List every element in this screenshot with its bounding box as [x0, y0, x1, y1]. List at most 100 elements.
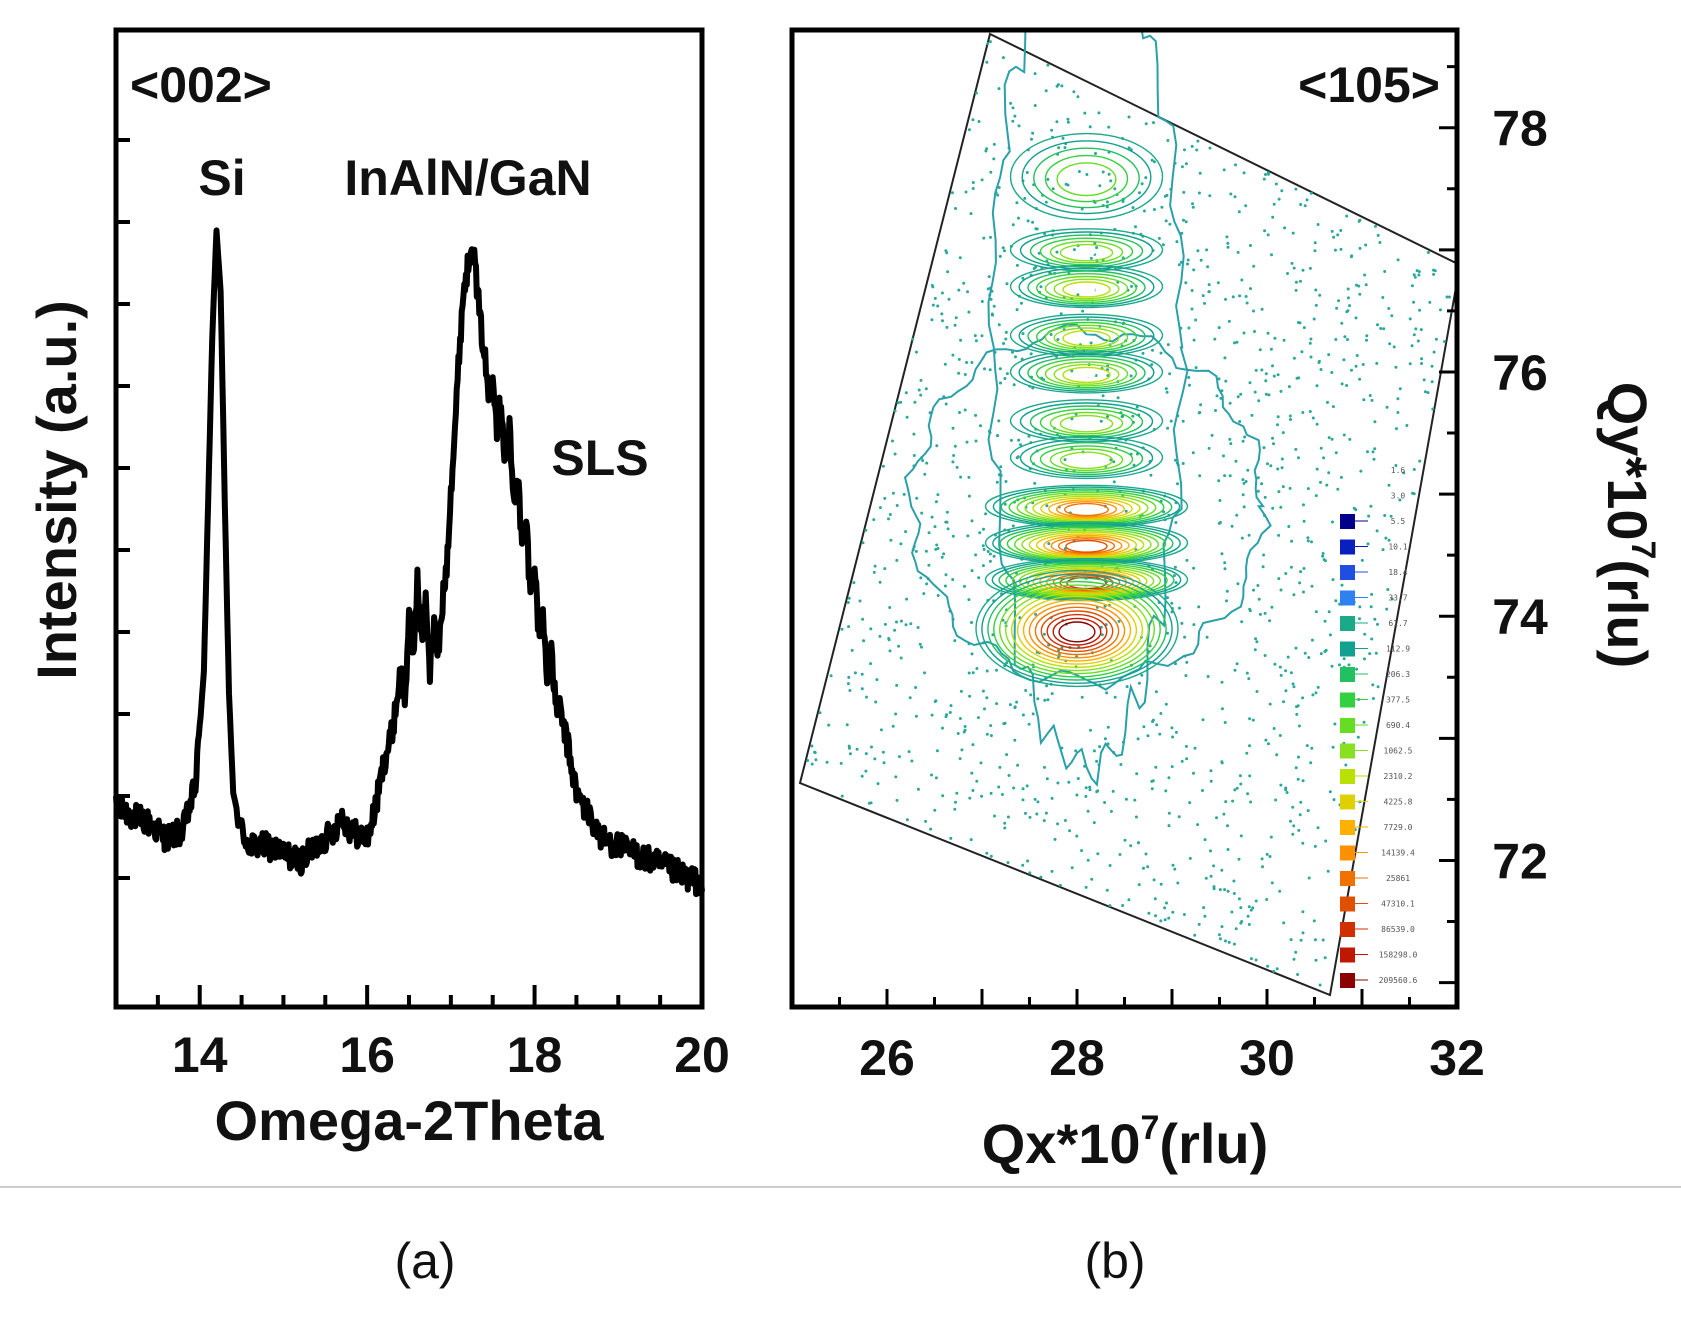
rsm-noise-point	[1089, 728, 1092, 732]
rsm-noise-point	[1295, 376, 1299, 380]
rsm-noise-point	[1171, 863, 1175, 867]
rsm-peak-center	[1068, 628, 1086, 635]
rsm-noise-point	[1212, 887, 1216, 891]
rsm-noise-point	[1384, 536, 1388, 540]
rsm-noise-point	[1298, 581, 1302, 585]
colorbar-level-label: 18.4	[1388, 568, 1407, 577]
xrd-reflection-label: <002>	[130, 57, 272, 113]
colorbar-level-label: 690.4	[1386, 721, 1410, 730]
rsm-noise-point	[943, 584, 947, 588]
rsm-noise-point	[1057, 146, 1061, 150]
rsm-noise-point	[1296, 704, 1300, 708]
rsm-noise-point	[1166, 426, 1170, 430]
rsm-noise-point	[951, 426, 955, 430]
rsm-noise-point	[1055, 250, 1059, 254]
rsm-noise-point	[923, 671, 926, 675]
rsm-noise-point	[1166, 343, 1170, 347]
rsm-noise-point	[1084, 885, 1088, 889]
rsm-noise-point	[1342, 433, 1346, 437]
rsm-noise-point	[1284, 689, 1288, 693]
rsm-noise-point	[1152, 121, 1155, 125]
rsm-noise-point	[1260, 482, 1264, 486]
rsm-noise-point	[1225, 599, 1228, 603]
rsm-y-tick-label: 76	[1492, 345, 1548, 401]
rsm-noise-point	[1063, 819, 1067, 822]
rsm-noise-point	[899, 619, 903, 623]
rsm-noise-point	[1342, 657, 1346, 661]
rsm-contour-line	[991, 559, 1182, 601]
rsm-noise-point	[1222, 168, 1226, 172]
rsm-noise-point	[1046, 698, 1050, 702]
rsm-noise-point	[1036, 697, 1040, 701]
rsm-noise-point	[1235, 340, 1239, 344]
rsm-noise-point	[1056, 338, 1060, 341]
rsm-noise-point	[992, 142, 996, 146]
rsm-peak-center	[1077, 371, 1096, 378]
rsm-noise-point	[1375, 361, 1379, 365]
rsm-contour-line	[1063, 502, 1109, 517]
xrd-scan-line	[113, 227, 705, 898]
rsm-noise-point	[1184, 220, 1188, 224]
rsm-noise-point	[1015, 700, 1019, 704]
rsm-x-tick-label: 30	[1239, 1030, 1295, 1086]
rsm-noise-point	[1232, 879, 1236, 883]
rsm-noise-point	[1239, 834, 1243, 838]
rsm-noise-point	[887, 517, 890, 521]
rsm-noise-point	[1272, 442, 1275, 446]
rsm-noise-point	[1070, 369, 1074, 373]
rsm-noise-point	[1247, 677, 1251, 681]
rsm-noise-point	[1266, 964, 1270, 968]
rsm-noise-point	[1028, 815, 1032, 819]
rsm-panel: 1.6 3.0 5.5 10.1 18.4 33.7 61.7 112.9 206.3 377.5…	[789, 27, 1662, 1175]
rsm-noise-point	[1242, 481, 1246, 485]
rsm-noise-point	[1124, 509, 1128, 513]
rsm-noise-point	[1266, 233, 1270, 237]
rsm-noise-point	[1370, 637, 1374, 641]
rsm-noise-point	[1185, 660, 1189, 664]
rsm-noise-point	[1124, 797, 1128, 801]
rsm-noise-point	[1299, 938, 1303, 942]
rsm-noise-point	[959, 475, 963, 479]
rsm-contour-line	[1028, 531, 1145, 559]
rsm-noise-point	[1420, 362, 1423, 365]
rsm-noise-point	[1291, 231, 1295, 235]
rsm-noise-point	[883, 622, 887, 626]
rsm-noise-point	[1279, 505, 1283, 509]
rsm-noise-point	[986, 42, 990, 45]
rsm-contour-line	[1009, 435, 1164, 480]
rsm-noise-point	[1043, 698, 1047, 702]
rsm-noise-point	[940, 555, 944, 559]
rsm-noise-point	[1007, 774, 1011, 777]
rsm-noise-point	[1257, 597, 1261, 601]
rsm-noise-point	[980, 178, 984, 182]
rsm-noise-point	[1363, 632, 1367, 636]
rsm-noise-point	[1239, 782, 1243, 786]
rsm-noise-point	[1346, 309, 1350, 313]
rsm-noise-point	[1309, 191, 1313, 195]
rsm-noise-point	[1044, 811, 1048, 815]
rsm-noise-point	[1028, 871, 1032, 875]
rsm-noise-point	[1302, 567, 1306, 570]
rsm-noise-point	[1272, 969, 1276, 973]
rsm-noise-point	[945, 325, 949, 329]
rsm-noise-point	[993, 814, 996, 818]
rsm-noise-point	[1271, 364, 1274, 368]
rsm-noise-point	[985, 732, 989, 736]
rsm-noise-point	[1217, 479, 1221, 483]
rsm-noise-point	[1415, 269, 1419, 273]
rsm-noise-point	[968, 796, 972, 800]
rsm-noise-point	[942, 552, 946, 556]
rsm-noise-point	[1385, 607, 1389, 611]
rsm-contour-line	[1055, 501, 1117, 518]
rsm-noise-point	[1248, 717, 1252, 721]
rsm-noise-point	[1395, 427, 1398, 431]
rsm-noise-point	[1142, 866, 1145, 870]
rsm-noise-point	[987, 275, 991, 279]
rsm-contour-line	[987, 577, 1167, 681]
rsm-noise-point	[1164, 219, 1168, 223]
rsm-noise-point	[953, 323, 957, 327]
rsm-noise-point	[1012, 383, 1016, 387]
rsm-noise-point	[1197, 191, 1201, 195]
rsm-noise-point	[1276, 423, 1279, 427]
rsm-noise-point	[1292, 593, 1296, 597]
